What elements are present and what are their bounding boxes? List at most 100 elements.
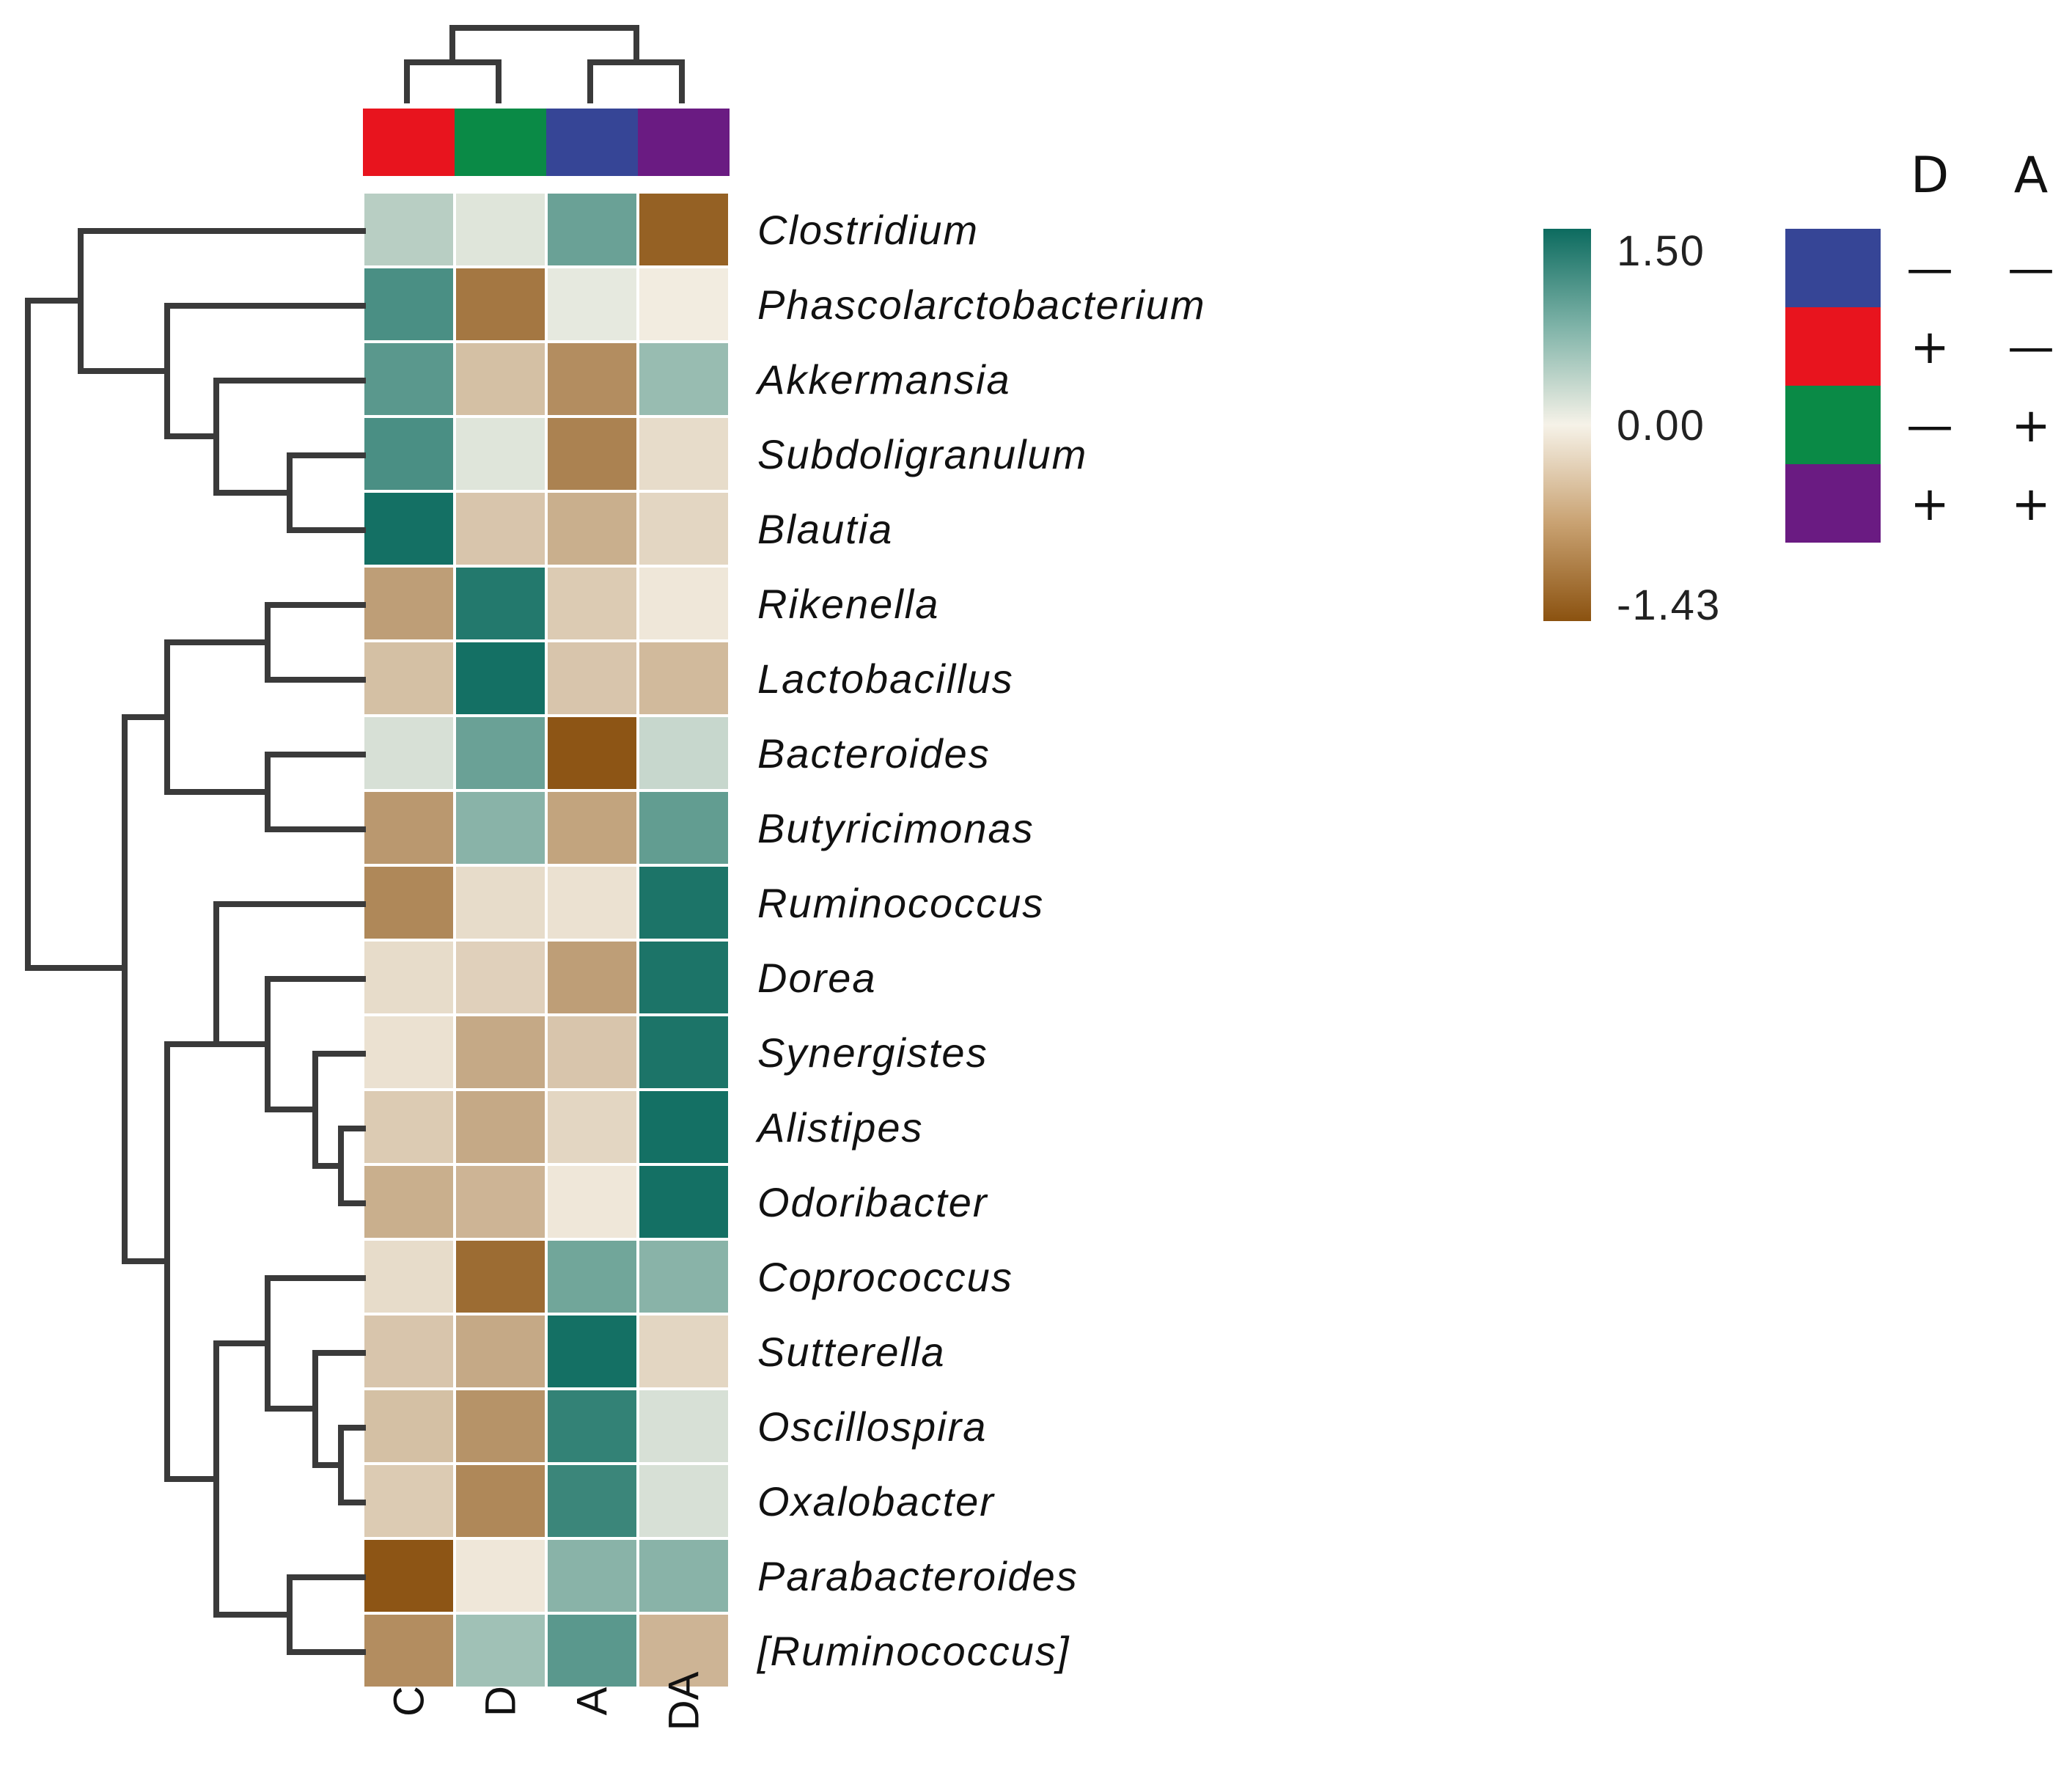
- cell-lactobacillus-d: [453, 639, 548, 717]
- cell-rikenella-c: [361, 565, 456, 642]
- col-dendro-branch-c-d: [404, 59, 502, 103]
- cell-akkermansia-a: [545, 340, 639, 418]
- row-label-dorea: Dorea: [757, 955, 877, 1001]
- cell-odoribacter-da: [636, 1163, 731, 1241]
- row-dendro-cop-para: [213, 1340, 293, 1618]
- col-dendro-root: [449, 25, 639, 65]
- cell-butyricimonas-d: [453, 789, 548, 867]
- row-dendro-root: [25, 298, 128, 971]
- row-label-ruminococcus: [Ruminococcus]: [756, 1628, 1070, 1674]
- cell-coprococcus-c: [361, 1238, 456, 1316]
- column-label-c: C: [386, 1686, 433, 1717]
- cell-oscillospira-a: [545, 1387, 639, 1465]
- cell-phascolarctobacterium-c: [361, 265, 456, 343]
- row-dendro-rikenella-lactobacillus: [265, 602, 366, 683]
- row-label-parabacteroides: Parabacteroides: [757, 1553, 1079, 1599]
- cell-ruminococcus-da: [636, 1612, 731, 1689]
- cell-bacteroides-a: [545, 714, 639, 792]
- cell-synergistes-da: [636, 1013, 731, 1091]
- row-label-rikenella: Rikenella: [757, 581, 939, 627]
- legend-symbol-2-d: +: [1910, 320, 1950, 375]
- row-dendro-oscillospira-oxalobacter: [338, 1425, 366, 1505]
- cell-synergistes-a: [545, 1013, 639, 1091]
- cell-oscillospira-c: [361, 1387, 456, 1465]
- cell-lactobacillus-a: [545, 639, 639, 717]
- cell-synergistes-d: [453, 1013, 548, 1091]
- col-dendro-branch-a-da: [587, 59, 685, 103]
- cell-ruminococcus-c: [361, 1612, 456, 1689]
- legend-swatch-3: [1785, 386, 1881, 464]
- cell-sutterella-c: [361, 1313, 456, 1390]
- row-dendro-bacteroides-butyricimonas: [265, 752, 366, 832]
- column-group-bar: [363, 109, 730, 176]
- cell-odoribacter-c: [361, 1163, 456, 1241]
- group-bar-da: [638, 109, 730, 176]
- row-dendro-clostridium: [78, 228, 366, 374]
- cell-subdoligranulum-c: [361, 415, 456, 493]
- cell-blautia-d: [453, 490, 548, 568]
- cell-dorea-d: [453, 939, 548, 1016]
- row-dendro-subdoligranulum-blautia: [287, 452, 366, 533]
- legend-symbol-4-a: +: [2011, 477, 2051, 532]
- legend-swatch-2: [1785, 307, 1881, 386]
- row-label-odoribacter: Odoribacter: [757, 1179, 988, 1225]
- cell-clostridium-a: [545, 191, 639, 268]
- cell-akkermansia-c: [361, 340, 456, 418]
- row-label-butyricimonas: Butyricimonas: [757, 805, 1035, 851]
- cell-coprococcus-da: [636, 1238, 731, 1316]
- legend-symbol-1-d: —: [1906, 242, 1953, 296]
- cell-phascolarctobacterium-d: [453, 265, 548, 343]
- cell-rikenella-a: [545, 565, 639, 642]
- cell-clostridium-d: [453, 191, 548, 268]
- legend-symbol-4-d: +: [1910, 477, 1950, 532]
- legend-symbol-1-a: —: [2007, 242, 2054, 296]
- cell-synergistes-c: [361, 1013, 456, 1091]
- cell-sutterella-a: [545, 1313, 639, 1390]
- row-label-sutterella: Sutterella: [757, 1329, 946, 1375]
- cell-akkermansia-da: [636, 340, 731, 418]
- cell-bacteroides-da: [636, 714, 731, 792]
- legend-header-a: A: [2014, 147, 2049, 205]
- legend-swatch-1: [1785, 229, 1881, 307]
- column-label-d: D: [477, 1686, 525, 1717]
- row-dendro-group-rl-bb: [164, 639, 271, 795]
- group-bar-c: [363, 109, 455, 176]
- cell-parabacteroides-da: [636, 1537, 731, 1615]
- cell-bacteroides-d: [453, 714, 548, 792]
- cell-butyricimonas-c: [361, 789, 456, 867]
- cell-dorea-da: [636, 939, 731, 1016]
- cell-clostridium-c: [361, 191, 456, 268]
- cell-rikenella-da: [636, 565, 731, 642]
- cell-ruminococcus-a: [545, 864, 639, 942]
- column-label-da: DA: [661, 1671, 708, 1731]
- cell-ruminococcus-c: [361, 864, 456, 942]
- row-label-coprococcus: Coprococcus: [757, 1254, 1013, 1300]
- colorbar-gradient: [1543, 229, 1591, 621]
- row-label-phascolarctobacterium: Phascolarctobacterium: [757, 282, 1206, 328]
- row-label-blautia: Blautia: [757, 506, 893, 552]
- cell-phascolarctobacterium-da: [636, 265, 731, 343]
- cell-akkermansia-d: [453, 340, 548, 418]
- group-bar-a: [546, 109, 638, 176]
- row-label-synergistes: Synergistes: [757, 1030, 988, 1076]
- cell-coprococcus-a: [545, 1238, 639, 1316]
- cell-oxalobacter-d: [453, 1462, 548, 1540]
- row-label-clostridium: Clostridium: [757, 207, 979, 253]
- cell-bacteroides-c: [361, 714, 456, 792]
- row-label-bacteroides: Bacteroides: [757, 730, 991, 777]
- row-label-akkermansia: Akkermansia: [755, 356, 1011, 403]
- cell-oxalobacter-c: [361, 1462, 456, 1540]
- row-label-oxalobacter: Oxalobacter: [757, 1478, 995, 1524]
- cell-oxalobacter-da: [636, 1462, 731, 1540]
- column-dendrogram: [404, 25, 685, 103]
- column-label-a: A: [569, 1687, 617, 1715]
- cell-ruminococcus-d: [453, 1612, 548, 1689]
- legend-header-d: D: [1911, 147, 1949, 205]
- cell-sutterella-d: [453, 1313, 548, 1390]
- cell-parabacteroides-c: [361, 1537, 456, 1615]
- cell-ruminococcus-d: [453, 864, 548, 942]
- cell-oxalobacter-a: [545, 1462, 639, 1540]
- cell-rikenella-d: [453, 565, 548, 642]
- legend-symbol-3-d: —: [1906, 399, 1953, 453]
